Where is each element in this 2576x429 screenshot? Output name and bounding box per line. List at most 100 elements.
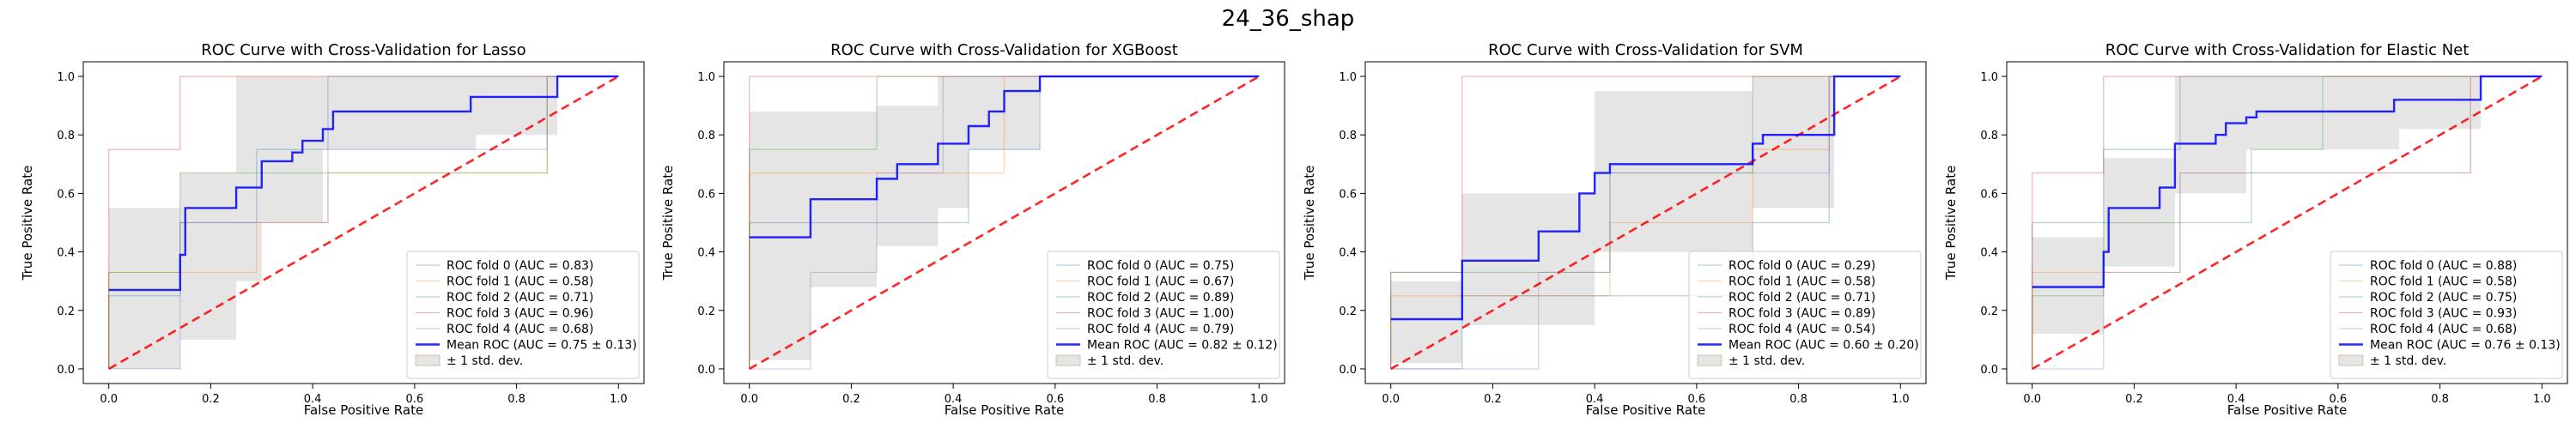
x-tick-label: 0.8 [507, 393, 526, 406]
legend-std-band-swatch [415, 354, 440, 366]
legend-box [406, 251, 640, 379]
plot-area [749, 75, 1260, 371]
roc-fold-1-line [749, 76, 1260, 369]
x-tick-label: 0.6 [1047, 393, 1065, 406]
panels: 0.0 0.2 0.4 0.6 0.8 1.0 0.0 0.2 0.4 0.6 0.8 1.0 ROC … [20, 41, 2568, 418]
roc-fold-1-line [2032, 76, 2543, 369]
legend-mean-roc-label: Mean ROC (AUC = 0.76 ± 0.13) [2370, 339, 2561, 353]
x-axis-label: False Positive Rate [945, 402, 1064, 418]
y-tick-label: 0.0 [57, 364, 75, 377]
legend-fold-4-label: ROC fold 4 (AUC = 0.68) [2370, 323, 2517, 336]
y-tick-label: 0.8 [1980, 130, 1998, 142]
legend-fold-4-label: ROC fold 4 (AUC = 0.79) [1087, 323, 1234, 336]
std-band [108, 76, 619, 369]
x-tick-label: 0.8 [2431, 393, 2449, 406]
y-tick-label: 0.6 [697, 188, 715, 201]
legend-mean-roc-label: Mean ROC (AUC = 0.60 ± 0.20) [1728, 339, 1919, 353]
legend-fold-1-label: ROC fold 1 (AUC = 0.58) [1728, 275, 1875, 289]
y-tick-label: 0.0 [1339, 364, 1357, 377]
roc-fold-4-line [749, 76, 1260, 370]
panel-title: ROC Curve with Cross-Validation for XGBo… [830, 41, 1178, 59]
roc-fold-1-line [1390, 76, 1901, 369]
x-axis-label: False Positive Rate [304, 402, 423, 418]
x-tick-label: 0.0 [1382, 393, 1400, 406]
roc-fold-2-line [1390, 76, 1901, 369]
legend-mean-roc-label: Mean ROC (AUC = 0.75 ± 0.13) [447, 339, 637, 353]
roc-panel-3: 0.0 0.2 0.4 0.6 0.8 1.0 0.0 0.2 0.4 0.6 0.8 1.0 ROC … [1943, 41, 2568, 418]
chance-line [2032, 75, 2543, 371]
x-tick-label: 1.0 [1892, 393, 1910, 406]
std-band [2032, 76, 2543, 335]
panel-title: ROC Curve with Cross-Validation for Elas… [2105, 41, 2470, 59]
legend-fold-4-label: ROC fold 4 (AUC = 0.68) [447, 323, 593, 336]
y-tick-label: 0.2 [1339, 305, 1357, 318]
y-tick-label: 0.6 [57, 188, 75, 201]
roc-panel-0: 0.0 0.2 0.4 0.6 0.8 1.0 0.0 0.2 0.4 0.6 0.8 1.0 ROC … [20, 41, 645, 418]
legend-fold-1-label: ROC fold 1 (AUC = 0.58) [447, 275, 593, 289]
legend-std-band-label: ± 1 std. dev. [447, 354, 523, 368]
x-tick-label: 1.0 [1250, 393, 1268, 406]
chance-line [108, 75, 619, 371]
legend-std-band-label: ± 1 std. dev. [1728, 354, 1805, 368]
y-tick-label: 1.0 [57, 71, 75, 84]
axes-frame [2006, 61, 2568, 384]
x-tick-label: 0.2 [1484, 393, 1502, 406]
std-band [1390, 76, 1901, 364]
legend-fold-3-label: ROC fold 3 (AUC = 0.96) [447, 307, 593, 321]
legend-fold-3-label: ROC fold 3 (AUC = 1.00) [1087, 307, 1234, 321]
y-axis-label: True Positive Rate [660, 166, 676, 281]
x-tick-label: 0.4 [304, 393, 322, 406]
mean-roc-line [2032, 75, 2543, 288]
legend-fold-3-label: ROC fold 3 (AUC = 0.93) [2370, 307, 2517, 321]
roc-fold-3-line [2032, 76, 2543, 369]
y-axis-label: True Positive Rate [1943, 166, 1959, 281]
roc-fold-2-line [108, 76, 619, 369]
x-tick-label: 0.0 [2023, 393, 2041, 406]
x-tick-label: 0.4 [1586, 393, 1604, 406]
legend-fold-1-label: ROC fold 1 (AUC = 0.67) [1087, 275, 1234, 289]
legend-std-band-label: ± 1 std. dev. [2370, 354, 2446, 368]
roc-fold-4-line [108, 76, 619, 370]
x-axis-label: False Positive Rate [2227, 402, 2347, 418]
y-tick-label: 0.4 [697, 247, 715, 260]
y-tick-label: 0.4 [57, 247, 75, 260]
legend-fold-2-label: ROC fold 2 (AUC = 0.71) [1728, 291, 1875, 305]
roc-fold-1-line [108, 76, 619, 369]
x-tick-label: 1.0 [610, 393, 628, 406]
y-tick-label: 0.4 [1339, 247, 1357, 260]
legend: ROC fold 0 (AUC = 0.83) ROC fold 1 (AUC =… [406, 251, 640, 379]
y-tick-label: 0.6 [1339, 188, 1357, 201]
legend-std-band-label: ± 1 std. dev. [1087, 354, 1163, 368]
roc-panel-2: 0.0 0.2 0.4 0.6 0.8 1.0 0.0 0.2 0.4 0.6 0.8 1.0 ROC … [1302, 41, 1927, 418]
panel-title: ROC Curve with Cross-Validation for SVM [1488, 41, 1803, 59]
legend-fold-4-label: ROC fold 4 (AUC = 0.54) [1728, 323, 1875, 336]
legend-std-band-swatch [2338, 354, 2364, 366]
x-tick-label: 0.2 [2125, 393, 2143, 406]
roc-fold-2-line [2032, 76, 2543, 369]
legend: ROC fold 0 (AUC = 0.75) ROC fold 1 (AUC =… [1047, 251, 1280, 379]
legend: ROC fold 0 (AUC = 0.88) ROC fold 1 (AUC =… [2330, 251, 2563, 379]
legend-fold-2-label: ROC fold 2 (AUC = 0.71) [447, 291, 593, 305]
legend: ROC fold 0 (AUC = 0.29) ROC fold 1 (AUC =… [1688, 251, 1922, 379]
x-tick-label: 0.6 [406, 393, 424, 406]
plot-area [1390, 75, 1901, 371]
y-axis-label: True Positive Rate [20, 166, 35, 281]
roc-fold-0-line [2032, 76, 2543, 369]
x-tick-label: 0.8 [1789, 393, 1807, 406]
mean-roc-line [749, 75, 1260, 239]
legend-fold-3-label: ROC fold 3 (AUC = 0.89) [1728, 307, 1875, 321]
y-tick-label: 1.0 [1980, 71, 1998, 84]
std-band [749, 76, 1260, 360]
legend-box [1688, 251, 1922, 379]
mean-roc-line [1390, 75, 1901, 321]
legend-box [2330, 251, 2563, 379]
roc-fold-2-line [749, 76, 1260, 369]
y-axis-label: True Positive Rate [1302, 166, 1317, 281]
chance-line [749, 75, 1260, 371]
x-tick-label: 0.2 [842, 393, 860, 406]
x-tick-label: 1.0 [2533, 393, 2551, 406]
legend-fold-0-label: ROC fold 0 (AUC = 0.88) [2370, 259, 2517, 273]
legend-fold-1-label: ROC fold 1 (AUC = 0.58) [2370, 275, 2517, 289]
x-tick-label: 0.6 [1688, 393, 1706, 406]
